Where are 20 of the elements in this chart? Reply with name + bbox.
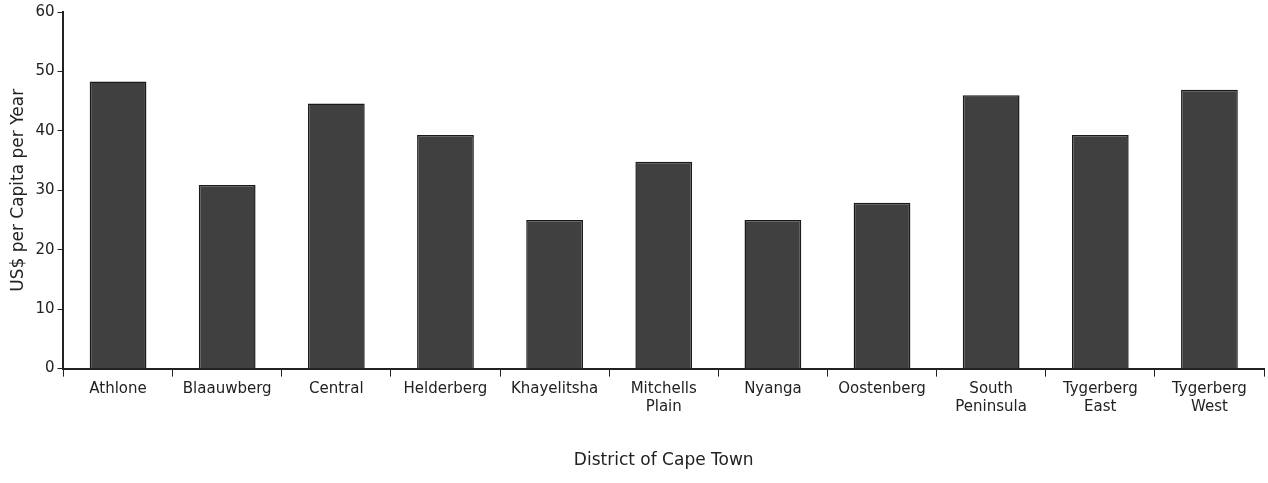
x-tick-label: Khayelitsha: [510, 379, 599, 398]
y-axis-title: US$ per Capita per Year: [6, 88, 27, 292]
x-tick-label: Oostenberg: [838, 379, 926, 398]
x-tick-label: Athlone: [89, 379, 147, 398]
y-tick-label: 20: [35, 239, 55, 258]
y-tick-label: 60: [35, 1, 55, 20]
x-tick-label: Tygerberg West: [1171, 379, 1247, 416]
x-tick-label: Tygerberg East: [1061, 379, 1138, 416]
x-tick-label: Nyanga: [744, 379, 802, 398]
y-tick-label: 50: [35, 61, 55, 80]
y-tick-label: 40: [35, 120, 55, 139]
x-axis-title: District of Cape Town: [573, 449, 754, 470]
y-tick-label: 30: [35, 180, 55, 199]
y-tick-label: 0: [44, 358, 55, 377]
x-tick-label: Central: [309, 379, 364, 398]
y-tick-label: 10: [35, 299, 55, 318]
x-tick-label: South Peninsula: [955, 379, 1027, 416]
x-tick-label: Blaauwberg: [182, 379, 272, 398]
x-tick-label: Mitchells Plain: [630, 379, 697, 416]
x-tick-label: Helderberg: [403, 379, 488, 398]
